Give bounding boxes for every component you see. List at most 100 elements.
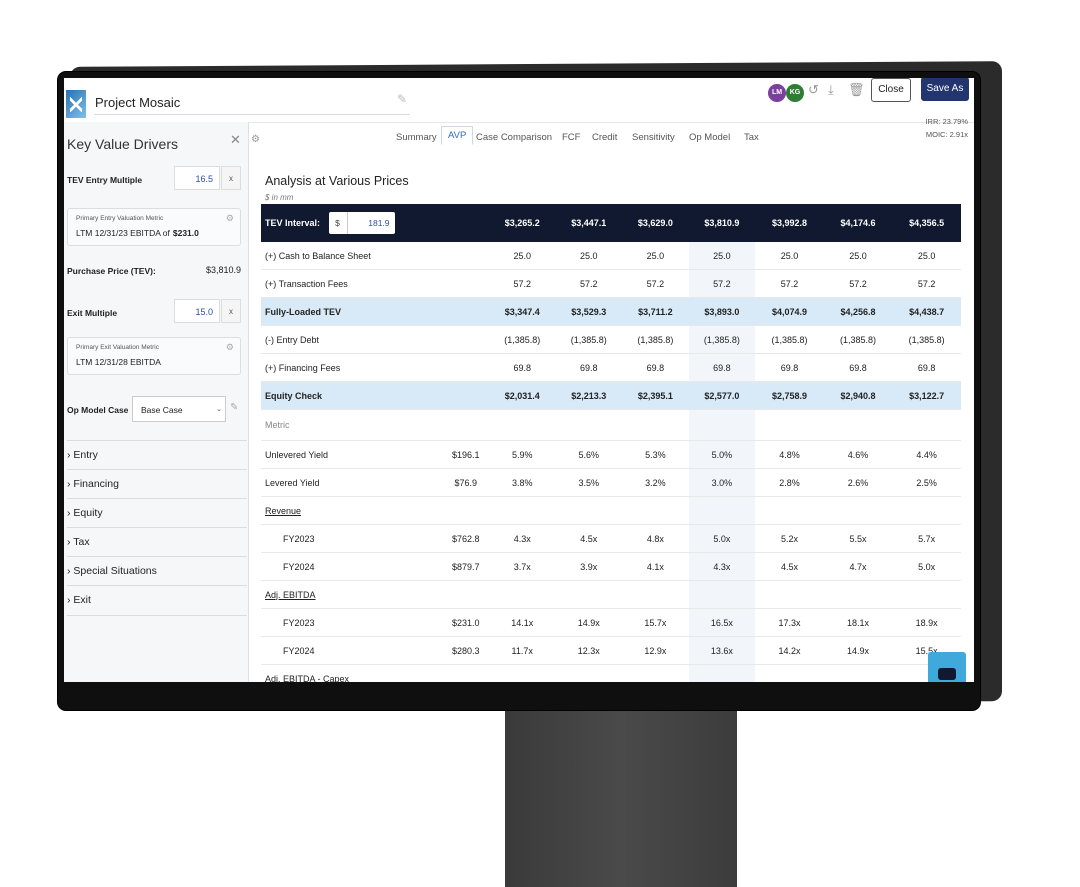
irr-value: 23.79% (942, 117, 968, 126)
table-cell (488, 409, 556, 441)
table-cell: 5.9% (488, 440, 556, 469)
page-title: Analysis at Various Prices (265, 174, 409, 188)
table-cell: $3,711.2 (622, 297, 689, 326)
tev-entry-multiple-label: TEV Entry Multiple (67, 175, 143, 185)
tab-credit[interactable]: Credit (592, 132, 618, 143)
table-cell (688, 664, 756, 682)
table-cell (488, 664, 556, 682)
base-value: $196.1 (442, 440, 489, 469)
table-cell: 2.5% (892, 468, 961, 497)
tab-tax[interactable]: Tax (744, 132, 759, 143)
table-cell: 25.0 (488, 242, 556, 270)
chevron-right-icon: › (67, 536, 71, 548)
row-label[interactable]: Adj. EBITDA (261, 580, 443, 609)
table-cell: $3,529.3 (555, 297, 623, 326)
entry-valuation-metric-box[interactable]: Primary Entry Valuation Metric LTM 12/31… (67, 208, 241, 246)
chat-widget-button[interactable] (928, 652, 966, 682)
irr-label: IRR: (925, 117, 941, 126)
table-cell: 4.3x (488, 524, 556, 553)
avp-table: TEV Interval: $ 181.9 $3,265.2 $3,447.1 … (261, 204, 961, 682)
table-cell: $2,940.8 (823, 381, 893, 410)
section-label: Special Situations (73, 565, 157, 577)
table-row: Levered Yield $76.9 3.8% 3.5% 3.2% 3.0% 2.8% 2.… (261, 468, 961, 497)
table-cell: 4.3x (688, 552, 756, 581)
section-financing[interactable]: › Financing (67, 469, 247, 499)
table-cell: $2,031.4 (488, 381, 556, 410)
gear-icon[interactable]: ⚙ (225, 213, 234, 223)
table-cell: 69.8 (823, 353, 893, 382)
pencil-icon[interactable]: ✎ (397, 92, 408, 106)
table-cell: 69.8 (488, 353, 556, 382)
table-cell: 57.2 (823, 269, 893, 298)
table-cell: 13.6x (688, 636, 756, 665)
gear-icon[interactable]: ⚙ (251, 134, 260, 145)
gear-icon[interactable]: ⚙ (225, 342, 234, 352)
tev-entry-multiple-input[interactable]: 16.5 (174, 166, 220, 190)
tev-interval-value: 181.9 (368, 218, 390, 228)
exit-multiple-label: Exit Multiple (67, 308, 118, 318)
row-label: FY2023 (261, 608, 443, 637)
exit-metric-text: LTM 12/31/28 EBITDA (76, 357, 161, 367)
row-label[interactable]: Revenue (261, 496, 443, 525)
table-cell (823, 580, 893, 609)
exit-multiple-input[interactable]: 15.0 (174, 299, 220, 323)
chevron-right-icon: › (67, 449, 71, 461)
base-value (442, 297, 489, 326)
pencil-icon[interactable]: ✎ (230, 402, 239, 413)
download-icon[interactable]: ⤓ (828, 82, 834, 97)
tab-case-comparison[interactable]: Case Comparison (476, 132, 553, 143)
column-header: $4,356.5 (892, 204, 961, 242)
entry-metric-caption: Primary Entry Valuation Metric (76, 215, 164, 222)
history-icon[interactable]: ↺ (808, 82, 819, 97)
op-model-case-label: Op Model Case (67, 405, 129, 415)
table-cell: 69.8 (688, 353, 756, 382)
column-header: $3,810.9 (688, 204, 756, 242)
close-icon[interactable]: ✕ (230, 132, 241, 147)
tab-avp[interactable]: AVP (441, 126, 474, 145)
row-label: Metric (261, 409, 443, 441)
table-row: Equity Check $2,031.4 $2,213.3 $2,395.1 $2,5… (261, 381, 961, 410)
table-cell (755, 580, 824, 609)
avatar[interactable]: KG (786, 84, 804, 102)
base-value: $879.7 (442, 552, 489, 581)
base-value (442, 325, 489, 354)
section-entry[interactable]: › Entry (67, 440, 247, 470)
op-model-case-select[interactable]: Base Case ⌄ (132, 396, 226, 422)
table-cell: 2.6% (823, 468, 893, 497)
exit-valuation-metric-box[interactable]: Primary Exit Valuation Metric LTM 12/31/… (67, 337, 241, 375)
base-value: $76.9 (442, 468, 489, 497)
row-label[interactable]: Adj. EBITDA - Capex (261, 664, 443, 682)
table-row: (-) Entry Debt (1,385.8) (1,385.8) (1,385.8… (261, 325, 961, 354)
table-cell (622, 664, 689, 682)
table-cell: 5.0x (688, 524, 756, 553)
tev-interval-input[interactable]: $ 181.9 (328, 212, 395, 234)
table-cell: 3.9x (555, 552, 623, 581)
column-header: $4,174.6 (823, 204, 893, 242)
section-special-situations[interactable]: › Special Situations (67, 556, 247, 586)
row-label: FY2023 (261, 524, 443, 553)
tab-summary[interactable]: Summary (396, 132, 437, 143)
close-button[interactable]: Close (871, 78, 911, 102)
table-cell: 15.5x (892, 636, 961, 665)
table-row: Adj. EBITDA - Capex (261, 664, 961, 682)
base-value (442, 496, 489, 525)
row-label: Fully-Loaded TEV (261, 297, 443, 326)
tab-sensitivity[interactable]: Sensitivity (632, 132, 675, 143)
table-cell (622, 409, 689, 441)
section-equity[interactable]: › Equity (67, 498, 247, 528)
table-cell: 11.7x (488, 636, 556, 665)
base-value (442, 269, 489, 298)
table-cell: (1,385.8) (823, 325, 893, 354)
save-as-button[interactable]: Save As (921, 78, 969, 101)
table-cell: 4.7x (823, 552, 893, 581)
tab-op-model[interactable]: Op Model (689, 132, 731, 143)
trash-icon[interactable]: 🗑 (848, 82, 865, 97)
tab-fcf[interactable]: FCF (562, 132, 581, 143)
section-tax[interactable]: › Tax (67, 527, 247, 557)
table-cell: 25.0 (688, 242, 756, 270)
avatar[interactable]: LM (768, 84, 786, 102)
project-title[interactable]: Project Mosaic (95, 95, 181, 110)
section-exit[interactable]: › Exit (67, 585, 247, 616)
monitor-stand (505, 690, 737, 887)
table-row: FY2023 $231.0 14.1x 14.9x 15.7x 16.5x 17.3x 18.… (261, 608, 961, 637)
